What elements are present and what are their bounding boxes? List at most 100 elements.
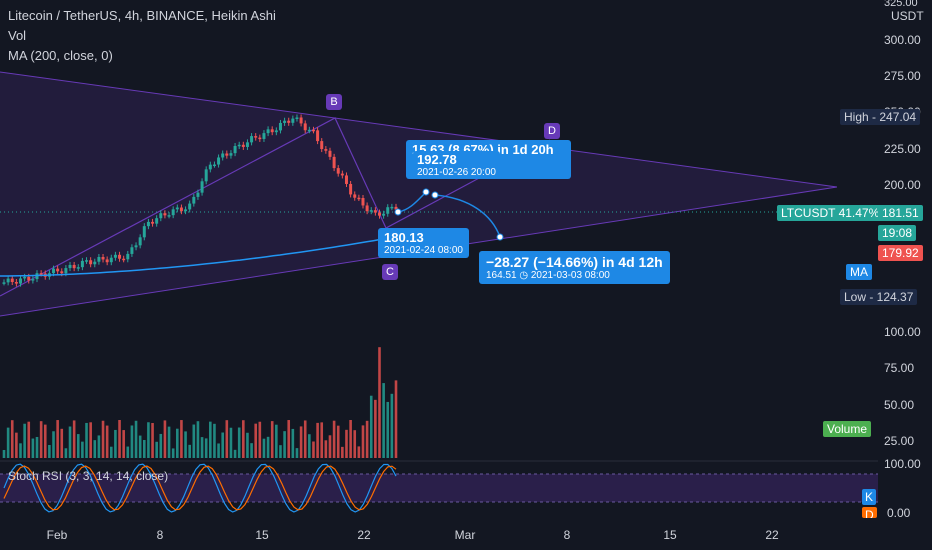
candle-body (344, 175, 348, 184)
volume-bar (357, 446, 361, 458)
volume-bar (184, 431, 187, 458)
candle-body (39, 273, 43, 275)
candle-body (122, 258, 126, 261)
volume-bar (171, 448, 175, 458)
candle-body (146, 221, 150, 227)
volume-bar (283, 431, 286, 458)
volume-bar (196, 421, 200, 458)
volume-bar (365, 420, 369, 458)
ma200-line (0, 235, 401, 277)
volume-bar (394, 380, 398, 458)
stoch-tick: 100.00 (884, 457, 921, 471)
volume-bar (89, 422, 92, 458)
candle-body (332, 156, 336, 169)
triangle-upper-edge (0, 71, 838, 188)
candle-body (336, 168, 340, 174)
price-tick: 225.00 (884, 142, 921, 156)
volume-bar (233, 449, 237, 458)
volume-bar (221, 432, 224, 458)
candle-body (217, 157, 221, 165)
volume-bar (275, 424, 278, 458)
volume-bar (188, 444, 191, 458)
candle-body (291, 118, 295, 123)
candle-body (245, 142, 249, 147)
candle-body (303, 123, 307, 131)
price-tick: 275.00 (884, 69, 921, 83)
candle-body (394, 206, 398, 210)
volume-bar (254, 423, 258, 458)
volume-bar (312, 441, 315, 458)
point-c-price: 180.13 (384, 230, 424, 245)
volume-bar (353, 430, 357, 458)
volume-bar (270, 421, 274, 458)
projection-anchor (496, 233, 504, 241)
volume-bar (101, 420, 105, 458)
volume-bar (68, 426, 72, 458)
candle-body (390, 206, 394, 209)
candle-body (101, 257, 105, 260)
volume-bar (105, 425, 109, 458)
volume-bar (142, 440, 146, 458)
candle-body (19, 278, 23, 284)
candle-body (212, 164, 216, 167)
volume-bar (378, 347, 381, 458)
candle-body (6, 278, 10, 283)
volume-bar (60, 428, 64, 458)
volume-bar (386, 401, 390, 458)
candle-body (171, 209, 175, 216)
volume-bar (56, 420, 59, 458)
candle-body (221, 153, 225, 158)
time-tick: 8 (156, 528, 164, 542)
projection-down-detail: 164.51 ◷ 2021-03-03 08:00 (486, 270, 610, 281)
candle-body (237, 144, 241, 147)
projection-down-arrow (434, 194, 501, 238)
stoch-d-tag: D (862, 507, 877, 518)
candle-body (278, 122, 282, 131)
candle-body (109, 257, 113, 263)
point-c-label[interactable]: 180.13 2021-02-24 08:00 (378, 228, 469, 258)
volume-bar (332, 420, 336, 458)
time-tick: Feb (46, 528, 68, 542)
volume-bar (6, 427, 10, 458)
candle-body (208, 164, 212, 170)
candle-body (72, 264, 76, 269)
volume-bar (176, 428, 179, 458)
volume-bar (287, 420, 291, 458)
candle-body (254, 136, 258, 138)
candle-body (225, 153, 229, 156)
volume-bar (180, 420, 183, 458)
volume-bar (328, 435, 332, 458)
candle-body (283, 120, 287, 123)
volume-bar (97, 435, 101, 458)
volume-bar (324, 440, 328, 458)
volume-bar (361, 425, 365, 458)
candle-body (299, 117, 303, 124)
candle-body (52, 268, 56, 274)
candle-body (262, 133, 266, 139)
volume-bar (39, 421, 43, 458)
candle-body (130, 247, 134, 254)
volume-bar (237, 427, 241, 458)
time-tick: 22 (357, 528, 371, 542)
time-tick: 22 (765, 528, 779, 542)
volume-bar (76, 434, 80, 458)
volume-bar (369, 395, 373, 458)
candle-body (365, 205, 369, 212)
volume-bar (85, 422, 88, 458)
volume-bar (81, 441, 84, 458)
candle-body (151, 221, 155, 224)
candle-body (175, 207, 179, 210)
volume-bar (316, 422, 319, 458)
volume-bar (52, 431, 55, 458)
projection-down-label[interactable]: −28.27 (−14.66%) in 4d 12h 164.51 ◷ 2021… (479, 251, 670, 284)
candle-body (85, 260, 89, 262)
candle-body (386, 207, 390, 214)
candle-body (373, 210, 377, 213)
candle-body (179, 207, 183, 212)
volume-bar (155, 441, 158, 458)
volume-bar (291, 428, 295, 458)
candle-body (320, 141, 324, 150)
candle-body (64, 268, 68, 274)
candle-body (295, 117, 299, 119)
